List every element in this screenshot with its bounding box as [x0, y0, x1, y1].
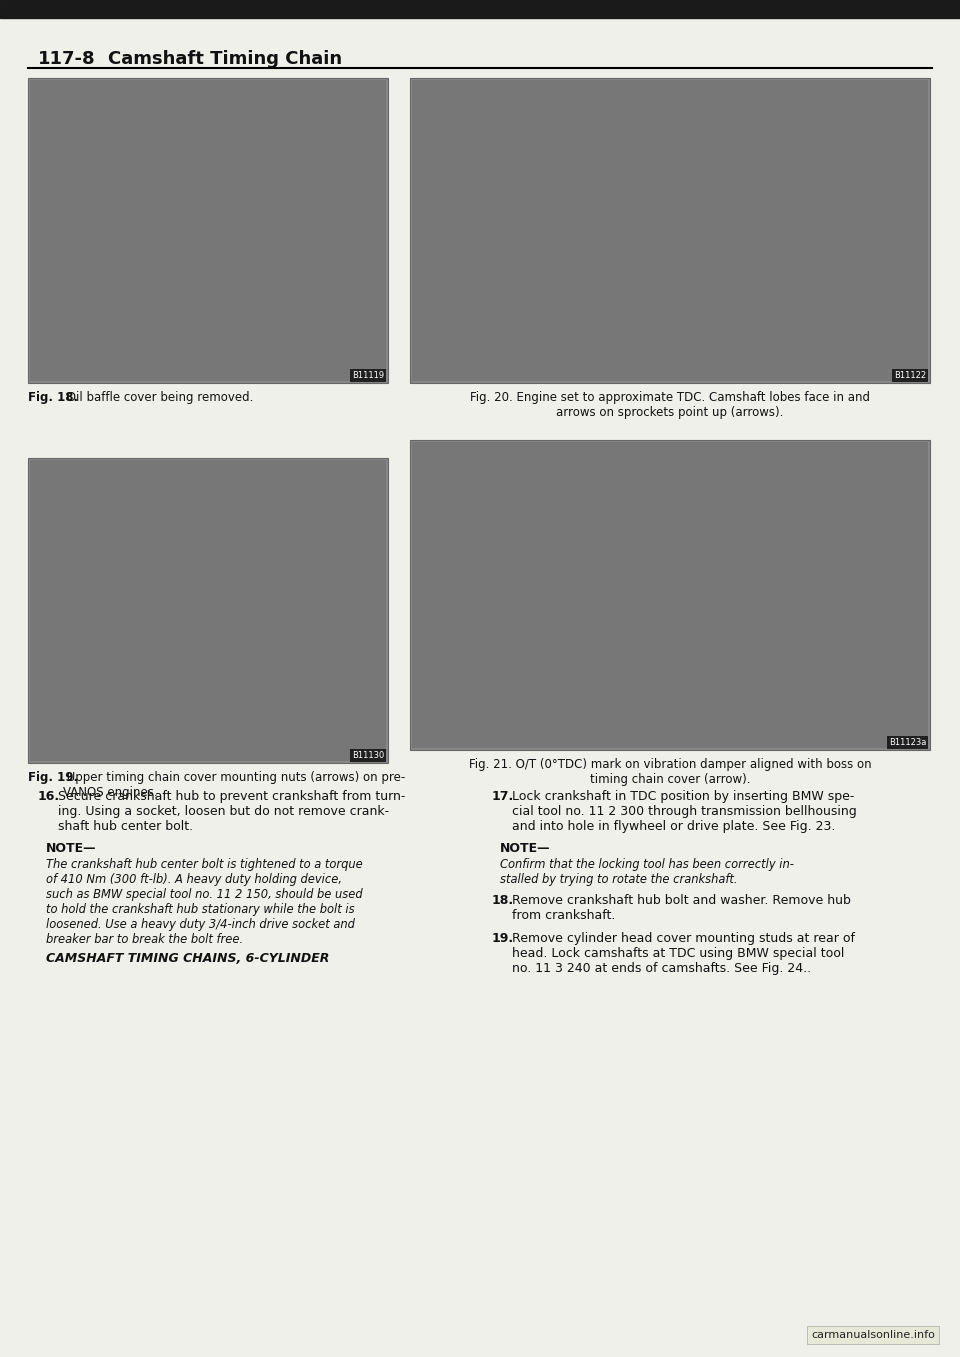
Text: The crankshaft hub center bolt is tightened to a torque
of 410 Nm (300 ft-lb). A: The crankshaft hub center bolt is tighte…: [46, 858, 363, 946]
Bar: [0, 0, 960, 18]
Text: Remove cylinder head cover mounting studs at rear of
head. Lock camshafts at TDC: Remove cylinder head cover mounting stud…: [512, 932, 855, 974]
Text: B11130: B11130: [351, 750, 384, 760]
Bar: [30, 80, 386, 381]
Text: Fig. 20. Engine set to approximate TDC. Camshaft lobes face in and
arrows on spr: Fig. 20. Engine set to approximate TDC. …: [470, 391, 870, 419]
Bar: [28, 77, 388, 383]
Text: Confirm that the locking tool has been correctly in-
stalled by trying to rotate: Confirm that the locking tool has been c…: [500, 858, 794, 886]
Text: 16.: 16.: [38, 790, 60, 803]
Bar: [412, 80, 928, 381]
Text: B11119: B11119: [352, 370, 384, 380]
Text: Secure crankshaft hub to prevent crankshaft from turn-
ing. Using a socket, loos: Secure crankshaft hub to prevent cranksh…: [58, 790, 405, 833]
Text: NOTE—: NOTE—: [500, 841, 550, 855]
Bar: [28, 459, 388, 763]
Text: Remove crankshaft hub bolt and washer. Remove hub
from crankshaft.: Remove crankshaft hub bolt and washer. R…: [512, 894, 851, 921]
Text: carmanualsonline.info: carmanualsonline.info: [811, 1330, 935, 1339]
Text: Upper timing chain cover mounting nuts (arrows) on pre-
VANOS engines.: Upper timing chain cover mounting nuts (…: [63, 771, 405, 799]
Bar: [410, 440, 930, 750]
Text: 19.: 19.: [492, 932, 515, 944]
Text: 117-8: 117-8: [38, 50, 96, 68]
Text: Lock crankshaft in TDC position by inserting BMW spe-
cial tool no. 11 2 300 thr: Lock crankshaft in TDC position by inser…: [512, 790, 856, 833]
Text: CAMSHAFT TIMING CHAINS, 6-CYLINDER: CAMSHAFT TIMING CHAINS, 6-CYLINDER: [46, 953, 329, 965]
Text: 18.: 18.: [492, 894, 515, 906]
Text: Camshaft Timing Chain: Camshaft Timing Chain: [108, 50, 342, 68]
Text: Fig. 18.: Fig. 18.: [28, 391, 78, 404]
Text: 17.: 17.: [492, 790, 515, 803]
Text: NOTE—: NOTE—: [46, 841, 97, 855]
Bar: [412, 442, 928, 748]
Text: Fig. 19.: Fig. 19.: [28, 771, 78, 784]
Text: Fig. 21. O/T (0°TDC) mark on vibration damper aligned with boss on
timing chain : Fig. 21. O/T (0°TDC) mark on vibration d…: [468, 759, 872, 786]
Bar: [30, 460, 386, 761]
Bar: [410, 77, 930, 383]
Text: B11123a: B11123a: [889, 738, 926, 746]
Text: Oil baffle cover being removed.: Oil baffle cover being removed.: [63, 391, 253, 404]
Text: B11122: B11122: [894, 370, 926, 380]
